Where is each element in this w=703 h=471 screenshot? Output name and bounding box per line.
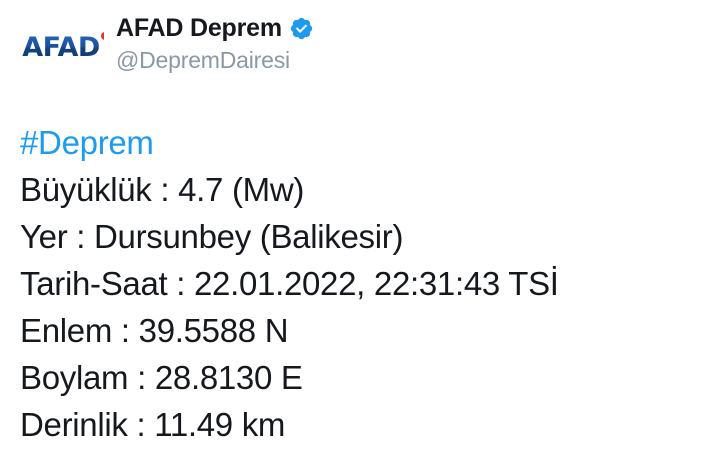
tweet-line-location: Yer : Dursunbey (Balikesir) [20,218,404,255]
tweet-body: #Deprem Büyüklük : 4.7 (Mw) Yer : Dursun… [20,119,700,448]
verified-badge-icon [290,17,313,40]
tweet-line-latitude: Enlem : 39.5588 N [20,312,289,349]
afad-logo-red-dot [100,31,104,40]
display-name[interactable]: AFAD Deprem [116,14,282,42]
account-name-block: AFAD Deprem @DepremDairesi [116,14,314,72]
avatar[interactable]: AFAD [18,14,104,80]
tweet-hashtag-deprem[interactable]: #Deprem [20,124,154,161]
tweet-line-depth: Derinlik : 11.49 km [20,406,286,443]
tweet-line-longitude: Boylam : 28.8130 E [20,359,303,396]
afad-logo: AFAD [22,31,104,63]
display-name-row: AFAD Deprem [116,16,314,41]
tweet-header: AFAD AFAD Deprem @DepremDairesi [18,14,314,80]
tweet-line-datetime: Tarih-Saat : 22.01.2022, 22:31:43 TSİ [20,265,559,302]
tweet-line-magnitude: Büyüklük : 4.7 (Mw) [20,171,305,208]
account-handle[interactable]: @DepremDairesi [116,47,290,73]
afad-logo-text: AFAD [22,31,100,63]
